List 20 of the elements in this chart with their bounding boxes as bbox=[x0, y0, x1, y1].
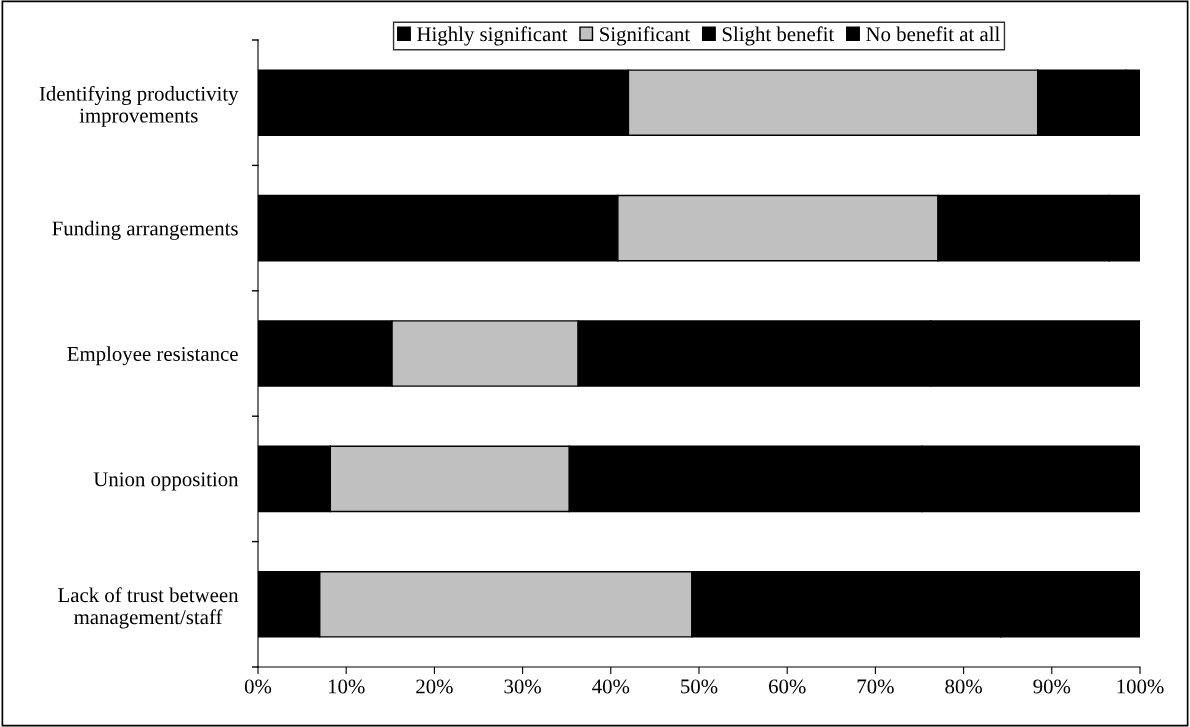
x-tick-label: 30% bbox=[504, 679, 541, 694]
x-tick-label: 40% bbox=[592, 679, 630, 694]
legend-label: Significant bbox=[600, 26, 691, 46]
legend-label: No benefit at all bbox=[866, 26, 1000, 42]
x-tick-label: 50% bbox=[681, 679, 718, 694]
y-tick-label: Identifying productivity improvements bbox=[39, 85, 239, 127]
x-tick-label: 80% bbox=[945, 679, 982, 694]
x-tick-label: 60% bbox=[769, 679, 806, 694]
y-tick-label: Funding arrangements bbox=[52, 220, 238, 240]
y-tick-label: Union opposition bbox=[93, 472, 239, 491]
x-tick-label: 90% bbox=[1033, 679, 1071, 694]
x-tick-label: 70% bbox=[857, 679, 894, 694]
x-tick-label: 0% bbox=[244, 679, 272, 694]
y-tick-label: Lack of trust between management/staff bbox=[58, 587, 239, 629]
x-tick-label: 20% bbox=[416, 679, 453, 694]
x-tick-label: 100% bbox=[1117, 679, 1164, 694]
legend-label: Slight benefit bbox=[722, 26, 835, 46]
legend-label: Highly significant bbox=[417, 26, 568, 46]
x-tick-label: 10% bbox=[328, 679, 365, 694]
y-tick-label: Employee resistance bbox=[67, 346, 238, 366]
